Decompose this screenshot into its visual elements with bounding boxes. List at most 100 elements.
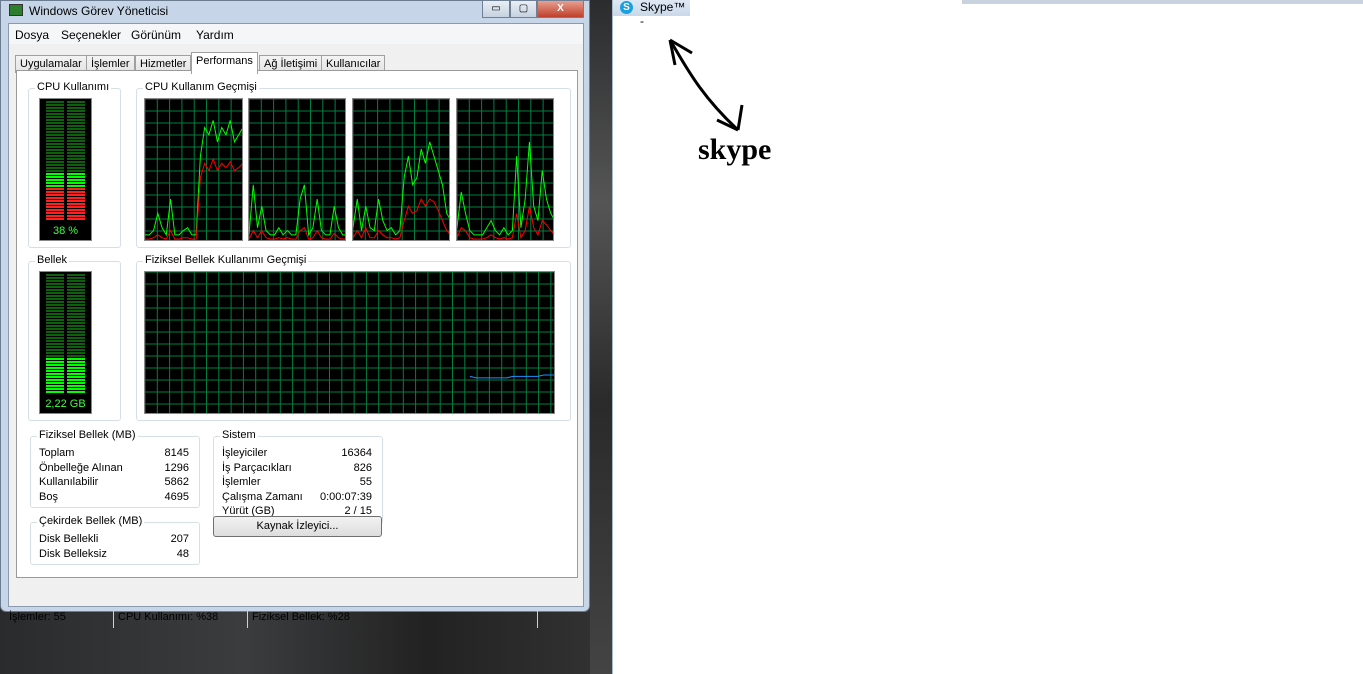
menu-gorunum[interactable]: Görünüm bbox=[131, 28, 182, 42]
meter-segment bbox=[46, 373, 64, 375]
row-value: 8145 bbox=[164, 447, 189, 459]
cpu-history-graph-core-2 bbox=[248, 98, 346, 241]
tab-performans[interactable]: Performans bbox=[191, 52, 258, 74]
task-manager-icon bbox=[9, 4, 23, 16]
meter-segment bbox=[46, 137, 64, 139]
memory-history-label: Fiziksel Bellek Kullanımı Geçmişi bbox=[143, 254, 309, 266]
meter-segment bbox=[67, 212, 85, 214]
menu-secenekler[interactable]: Seçenekler bbox=[61, 28, 122, 42]
system-row: Çalışma Zamanı 0:00:07:39 bbox=[222, 491, 372, 505]
status-processes: İşlemler: 55 bbox=[9, 611, 66, 623]
kernel-memory-title: Çekirdek Bellek (MB) bbox=[37, 515, 145, 527]
cpu-total-line bbox=[145, 120, 242, 237]
system-row: Yürüt (GB) 2 / 15 bbox=[222, 505, 372, 519]
meter-segment bbox=[67, 379, 85, 381]
skype-title-bar[interactable]: S Skype™ - bbox=[613, 0, 691, 28]
meter-segment bbox=[67, 131, 85, 133]
cpu-meter-value: 38 % bbox=[52, 225, 79, 237]
meter-segment bbox=[46, 343, 64, 345]
row-value: 2 / 15 bbox=[344, 505, 372, 517]
cpu-kernel-line bbox=[145, 157, 242, 240]
double-arrow-annotation bbox=[668, 38, 744, 132]
meter-segment bbox=[67, 206, 85, 208]
row-value: 55 bbox=[359, 476, 372, 488]
physical-memory-title: Fiziksel Bellek (MB) bbox=[37, 429, 138, 441]
meter-segment bbox=[46, 322, 64, 324]
meter-segment bbox=[46, 200, 64, 202]
menu-yardim[interactable]: Yardım bbox=[196, 28, 234, 42]
close-button[interactable]: X bbox=[537, 0, 584, 18]
meter-segment bbox=[46, 298, 64, 300]
row-label: Disk Bellekli bbox=[39, 533, 99, 545]
meter-segment bbox=[67, 292, 85, 294]
meter-segment bbox=[46, 325, 64, 327]
meter-segment bbox=[67, 298, 85, 300]
skype-window[interactable]: S Skype™ - bbox=[612, 0, 691, 674]
meter-segment bbox=[46, 212, 64, 214]
row-value: 48 bbox=[176, 548, 189, 560]
kernel-memory-row: Disk Belleksiz 48 bbox=[39, 548, 189, 562]
row-value: 5862 bbox=[164, 476, 189, 488]
meter-segment bbox=[46, 206, 64, 208]
cpu-usage-group: CPU Kullanımı 38 % bbox=[28, 81, 121, 248]
tab-islemler[interactable]: İşlemler bbox=[86, 55, 135, 73]
meter-segment bbox=[46, 113, 64, 115]
meter-segment bbox=[46, 176, 64, 178]
meter-segment bbox=[46, 346, 64, 348]
cpu-kernel-line bbox=[353, 197, 449, 240]
skype-icon: S bbox=[620, 1, 633, 14]
row-label: Çalışma Zamanı bbox=[222, 491, 303, 503]
meter-segment bbox=[67, 161, 85, 163]
meter-segment bbox=[67, 200, 85, 202]
meter-segment bbox=[67, 101, 85, 103]
status-cpu: CPU Kullanımı: %38 bbox=[113, 608, 247, 628]
meter-segment bbox=[46, 140, 64, 142]
meter-segment bbox=[67, 188, 85, 190]
meter-segment bbox=[67, 122, 85, 124]
maximize-button[interactable]: ▢ bbox=[510, 0, 537, 18]
row-value: 16364 bbox=[341, 447, 372, 459]
meter-segment bbox=[46, 215, 64, 217]
row-value: 4695 bbox=[164, 491, 189, 503]
meter-segment bbox=[67, 209, 85, 211]
meter-segment bbox=[67, 110, 85, 112]
physical-memory-row: Kullanılabilir 5862 bbox=[39, 476, 189, 490]
meter-segment bbox=[67, 191, 85, 193]
meter-segment bbox=[46, 364, 64, 366]
meter-segment bbox=[46, 197, 64, 199]
tab-hizmetler[interactable]: Hizmetler bbox=[135, 55, 192, 73]
meter-segment bbox=[67, 307, 85, 309]
resize-grip[interactable] bbox=[537, 608, 585, 628]
meter-segment bbox=[46, 337, 64, 339]
meter-segment bbox=[46, 185, 64, 187]
meter-segment bbox=[67, 343, 85, 345]
title-bar[interactable]: Windows Görev Yöneticisi ▭ ▢ X bbox=[1, 0, 589, 21]
meter-segment bbox=[67, 194, 85, 196]
task-manager-window: Windows Görev Yöneticisi ▭ ▢ X Dosya Seç… bbox=[0, 0, 590, 628]
meter-segment bbox=[67, 346, 85, 348]
cpu-usage-label: CPU Kullanımı bbox=[35, 81, 112, 93]
menu-dosya[interactable]: Dosya bbox=[15, 28, 50, 42]
tab-kullanicilar[interactable]: Kullanıcılar bbox=[321, 55, 386, 73]
meter-segment bbox=[46, 340, 64, 342]
meter-segment bbox=[67, 358, 85, 360]
resource-monitor-button[interactable]: Kaynak İzleyici... bbox=[213, 516, 382, 537]
memory-history-graph bbox=[144, 271, 555, 414]
meter-segment bbox=[46, 173, 64, 175]
meter-segment bbox=[67, 349, 85, 351]
meter-segment bbox=[46, 379, 64, 381]
meter-segment bbox=[67, 274, 85, 276]
meter-segment bbox=[67, 167, 85, 169]
meter-segment bbox=[46, 107, 64, 109]
minimize-button[interactable]: ▭ bbox=[482, 0, 510, 18]
meter-segment bbox=[67, 304, 85, 306]
system-row: İşleyiciler 16364 bbox=[222, 447, 372, 461]
meter-segment bbox=[67, 373, 85, 375]
physical-memory-group: Fiziksel Bellek (MB) Toplam 8145 Önbelleğ… bbox=[30, 429, 200, 508]
meter-segment bbox=[67, 322, 85, 324]
meter-segment bbox=[67, 370, 85, 372]
meter-segment bbox=[67, 334, 85, 336]
meter-segment bbox=[46, 143, 64, 145]
memory-usage-line bbox=[469, 374, 554, 379]
meter-segment bbox=[67, 149, 85, 151]
